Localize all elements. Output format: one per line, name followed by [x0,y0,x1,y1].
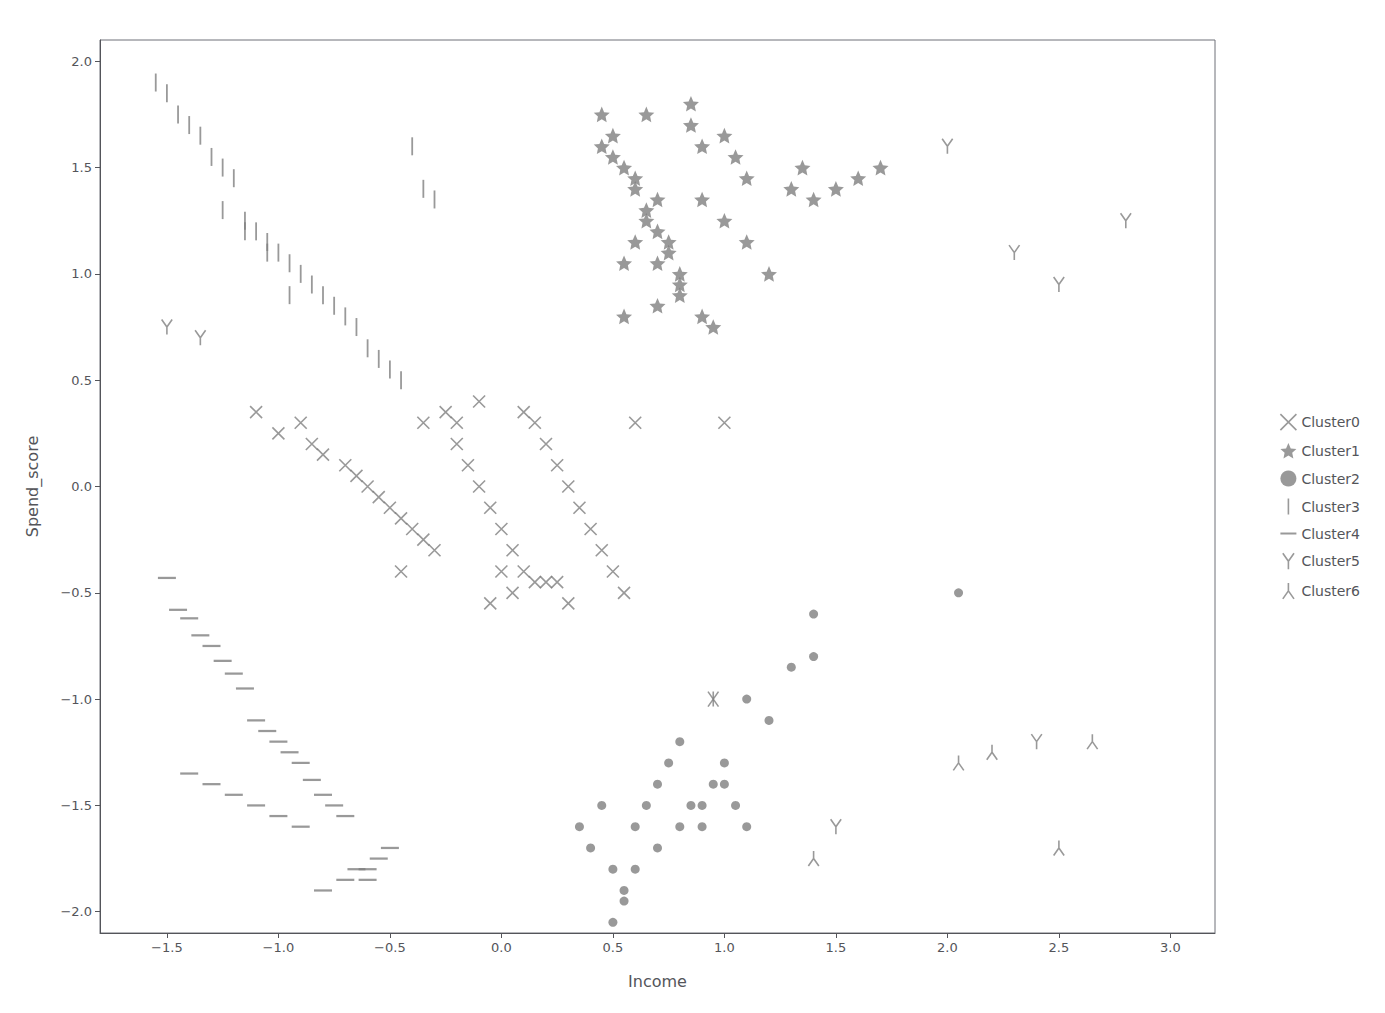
svg-text:0.0: 0.0 [71,479,92,494]
svg-text:0.5: 0.5 [603,940,624,955]
svg-text:Cluster4: Cluster4 [1301,526,1360,542]
svg-text:−1.5: −1.5 [60,798,92,813]
svg-text:1.0: 1.0 [71,266,92,281]
svg-text:−0.5: −0.5 [60,585,92,600]
svg-text:1.5: 1.5 [826,940,847,955]
svg-text:Spend_score: Spend_score [23,436,43,537]
svg-text:−1.0: −1.0 [60,692,92,707]
svg-text:Cluster2: Cluster2 [1301,471,1360,487]
svg-text:0.5: 0.5 [71,373,92,388]
svg-text:Cluster1: Cluster1 [1301,443,1360,459]
svg-text:2.0: 2.0 [71,54,92,69]
svg-text:−1.5: −1.5 [151,940,183,955]
svg-text:2.0: 2.0 [937,940,958,955]
svg-text:Cluster0: Cluster0 [1301,414,1360,430]
svg-text:Cluster5: Cluster5 [1301,553,1360,569]
svg-text:−0.5: −0.5 [374,940,406,955]
svg-text:−1.0: −1.0 [263,940,295,955]
svg-text:Cluster6: Cluster6 [1301,583,1360,599]
svg-text:−2.0: −2.0 [60,904,92,919]
svg-text:Income: Income [628,972,687,991]
svg-text:1.0: 1.0 [714,940,735,955]
svg-text:Cluster3: Cluster3 [1301,499,1360,515]
svg-text:0.0: 0.0 [491,940,512,955]
svg-text:2.5: 2.5 [1049,940,1070,955]
svg-text:3.0: 3.0 [1160,940,1181,955]
svg-text:1.5: 1.5 [71,160,92,175]
